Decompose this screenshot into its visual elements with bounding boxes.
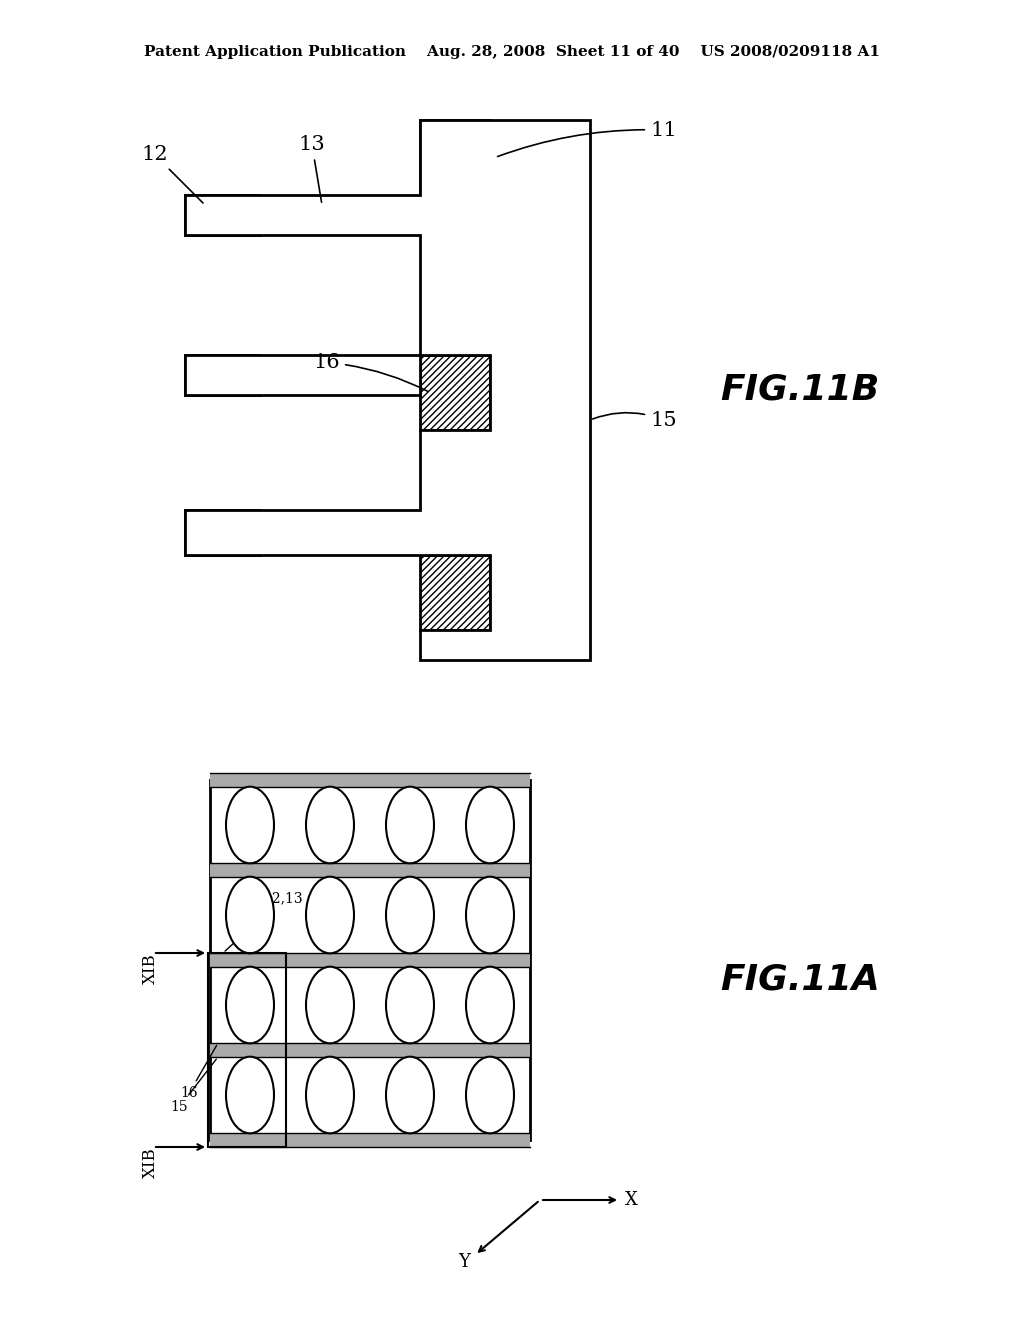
Ellipse shape [306, 787, 354, 863]
Text: XIB: XIB [141, 953, 159, 983]
Polygon shape [185, 120, 590, 660]
Bar [208, 953, 286, 1147]
Ellipse shape [466, 787, 514, 863]
Text: FIG.11B: FIG.11B [720, 374, 880, 407]
Text: Y: Y [458, 1253, 470, 1271]
Bar [210, 774, 530, 787]
Ellipse shape [306, 1057, 354, 1134]
Bar [210, 1133, 530, 1147]
Bar [210, 863, 530, 876]
Ellipse shape [386, 876, 434, 953]
Text: 15: 15 [170, 1059, 216, 1114]
Ellipse shape [306, 876, 354, 953]
Ellipse shape [226, 787, 274, 863]
Text: Patent Application Publication    Aug. 28, 2008  Sheet 11 of 40    US 2008/02091: Patent Application Publication Aug. 28, … [144, 45, 880, 59]
Text: 16: 16 [180, 1045, 217, 1100]
Ellipse shape [466, 966, 514, 1043]
Text: 12,13: 12,13 [225, 891, 303, 952]
Text: 13: 13 [299, 136, 326, 202]
Bar [210, 1043, 530, 1057]
Bar [420, 355, 490, 430]
Ellipse shape [386, 966, 434, 1043]
Ellipse shape [226, 966, 274, 1043]
Ellipse shape [386, 1057, 434, 1134]
Text: FIG.11A: FIG.11A [720, 964, 880, 997]
Ellipse shape [386, 787, 434, 863]
Text: 15: 15 [593, 411, 677, 429]
Bar [185, 195, 260, 235]
Ellipse shape [306, 966, 354, 1043]
Ellipse shape [466, 1057, 514, 1134]
Bar [185, 510, 260, 554]
Bar [210, 953, 530, 968]
Bar [210, 780, 530, 1140]
Ellipse shape [226, 1057, 274, 1134]
Text: XIB: XIB [141, 1147, 159, 1177]
Ellipse shape [226, 876, 274, 953]
Ellipse shape [466, 876, 514, 953]
Bar [420, 120, 490, 195]
Text: X: X [625, 1191, 638, 1209]
Text: 12: 12 [141, 145, 203, 203]
Bar [185, 355, 260, 395]
Bar [420, 554, 490, 630]
Text: 16: 16 [313, 352, 428, 391]
Text: 11: 11 [498, 120, 677, 157]
